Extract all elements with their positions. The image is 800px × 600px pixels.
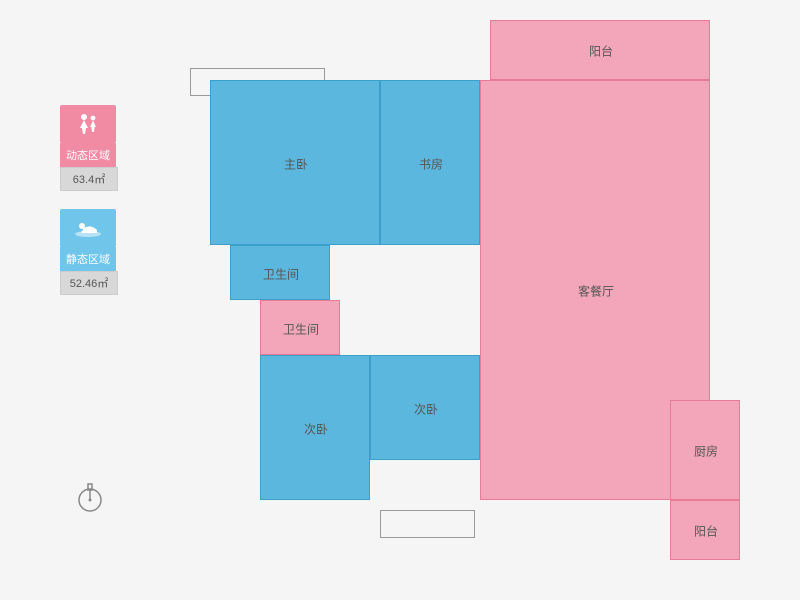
room-厨房: 厨房	[670, 400, 740, 500]
balcony-outline	[380, 510, 475, 538]
legend-static-label: 静态区域	[60, 247, 116, 271]
room-次卧: 次卧	[370, 355, 480, 460]
legend: 动态区域 63.4㎡ 静态区域 52.46㎡	[60, 105, 120, 313]
legend-dynamic-value: 63.4㎡	[60, 167, 118, 191]
room-label: 厨房	[694, 443, 718, 460]
room-label: 阳台	[589, 43, 613, 60]
room-label: 客餐厅	[578, 283, 614, 300]
people-icon	[60, 105, 116, 143]
room-主卧: 主卧	[210, 80, 380, 245]
room-label: 阳台	[694, 523, 718, 540]
room-书房: 书房	[380, 80, 480, 245]
room-卫生间: 卫生间	[230, 245, 330, 300]
room-卫生间: 卫生间	[260, 300, 340, 355]
legend-dynamic-label: 动态区域	[60, 143, 116, 167]
legend-static-value: 52.46㎡	[60, 271, 118, 295]
room-label: 次卧	[304, 420, 328, 437]
room-次卧: 次卧	[260, 355, 370, 500]
room-label: 卫生间	[263, 265, 299, 282]
compass-icon	[72, 480, 108, 521]
room-阳台: 阳台	[490, 20, 710, 80]
legend-static: 静态区域 52.46㎡	[60, 209, 120, 295]
legend-dynamic: 动态区域 63.4㎡	[60, 105, 120, 191]
room-阳台: 阳台	[670, 500, 740, 560]
floorplan: 阳台主卧书房卫生间客餐厅卫生间次卧次卧厨房阳台	[210, 20, 770, 580]
room-label: 卫生间	[283, 320, 319, 337]
rest-icon	[60, 209, 116, 247]
room-label: 次卧	[414, 400, 438, 417]
room-label: 书房	[419, 155, 443, 172]
room-label: 主卧	[284, 155, 308, 172]
